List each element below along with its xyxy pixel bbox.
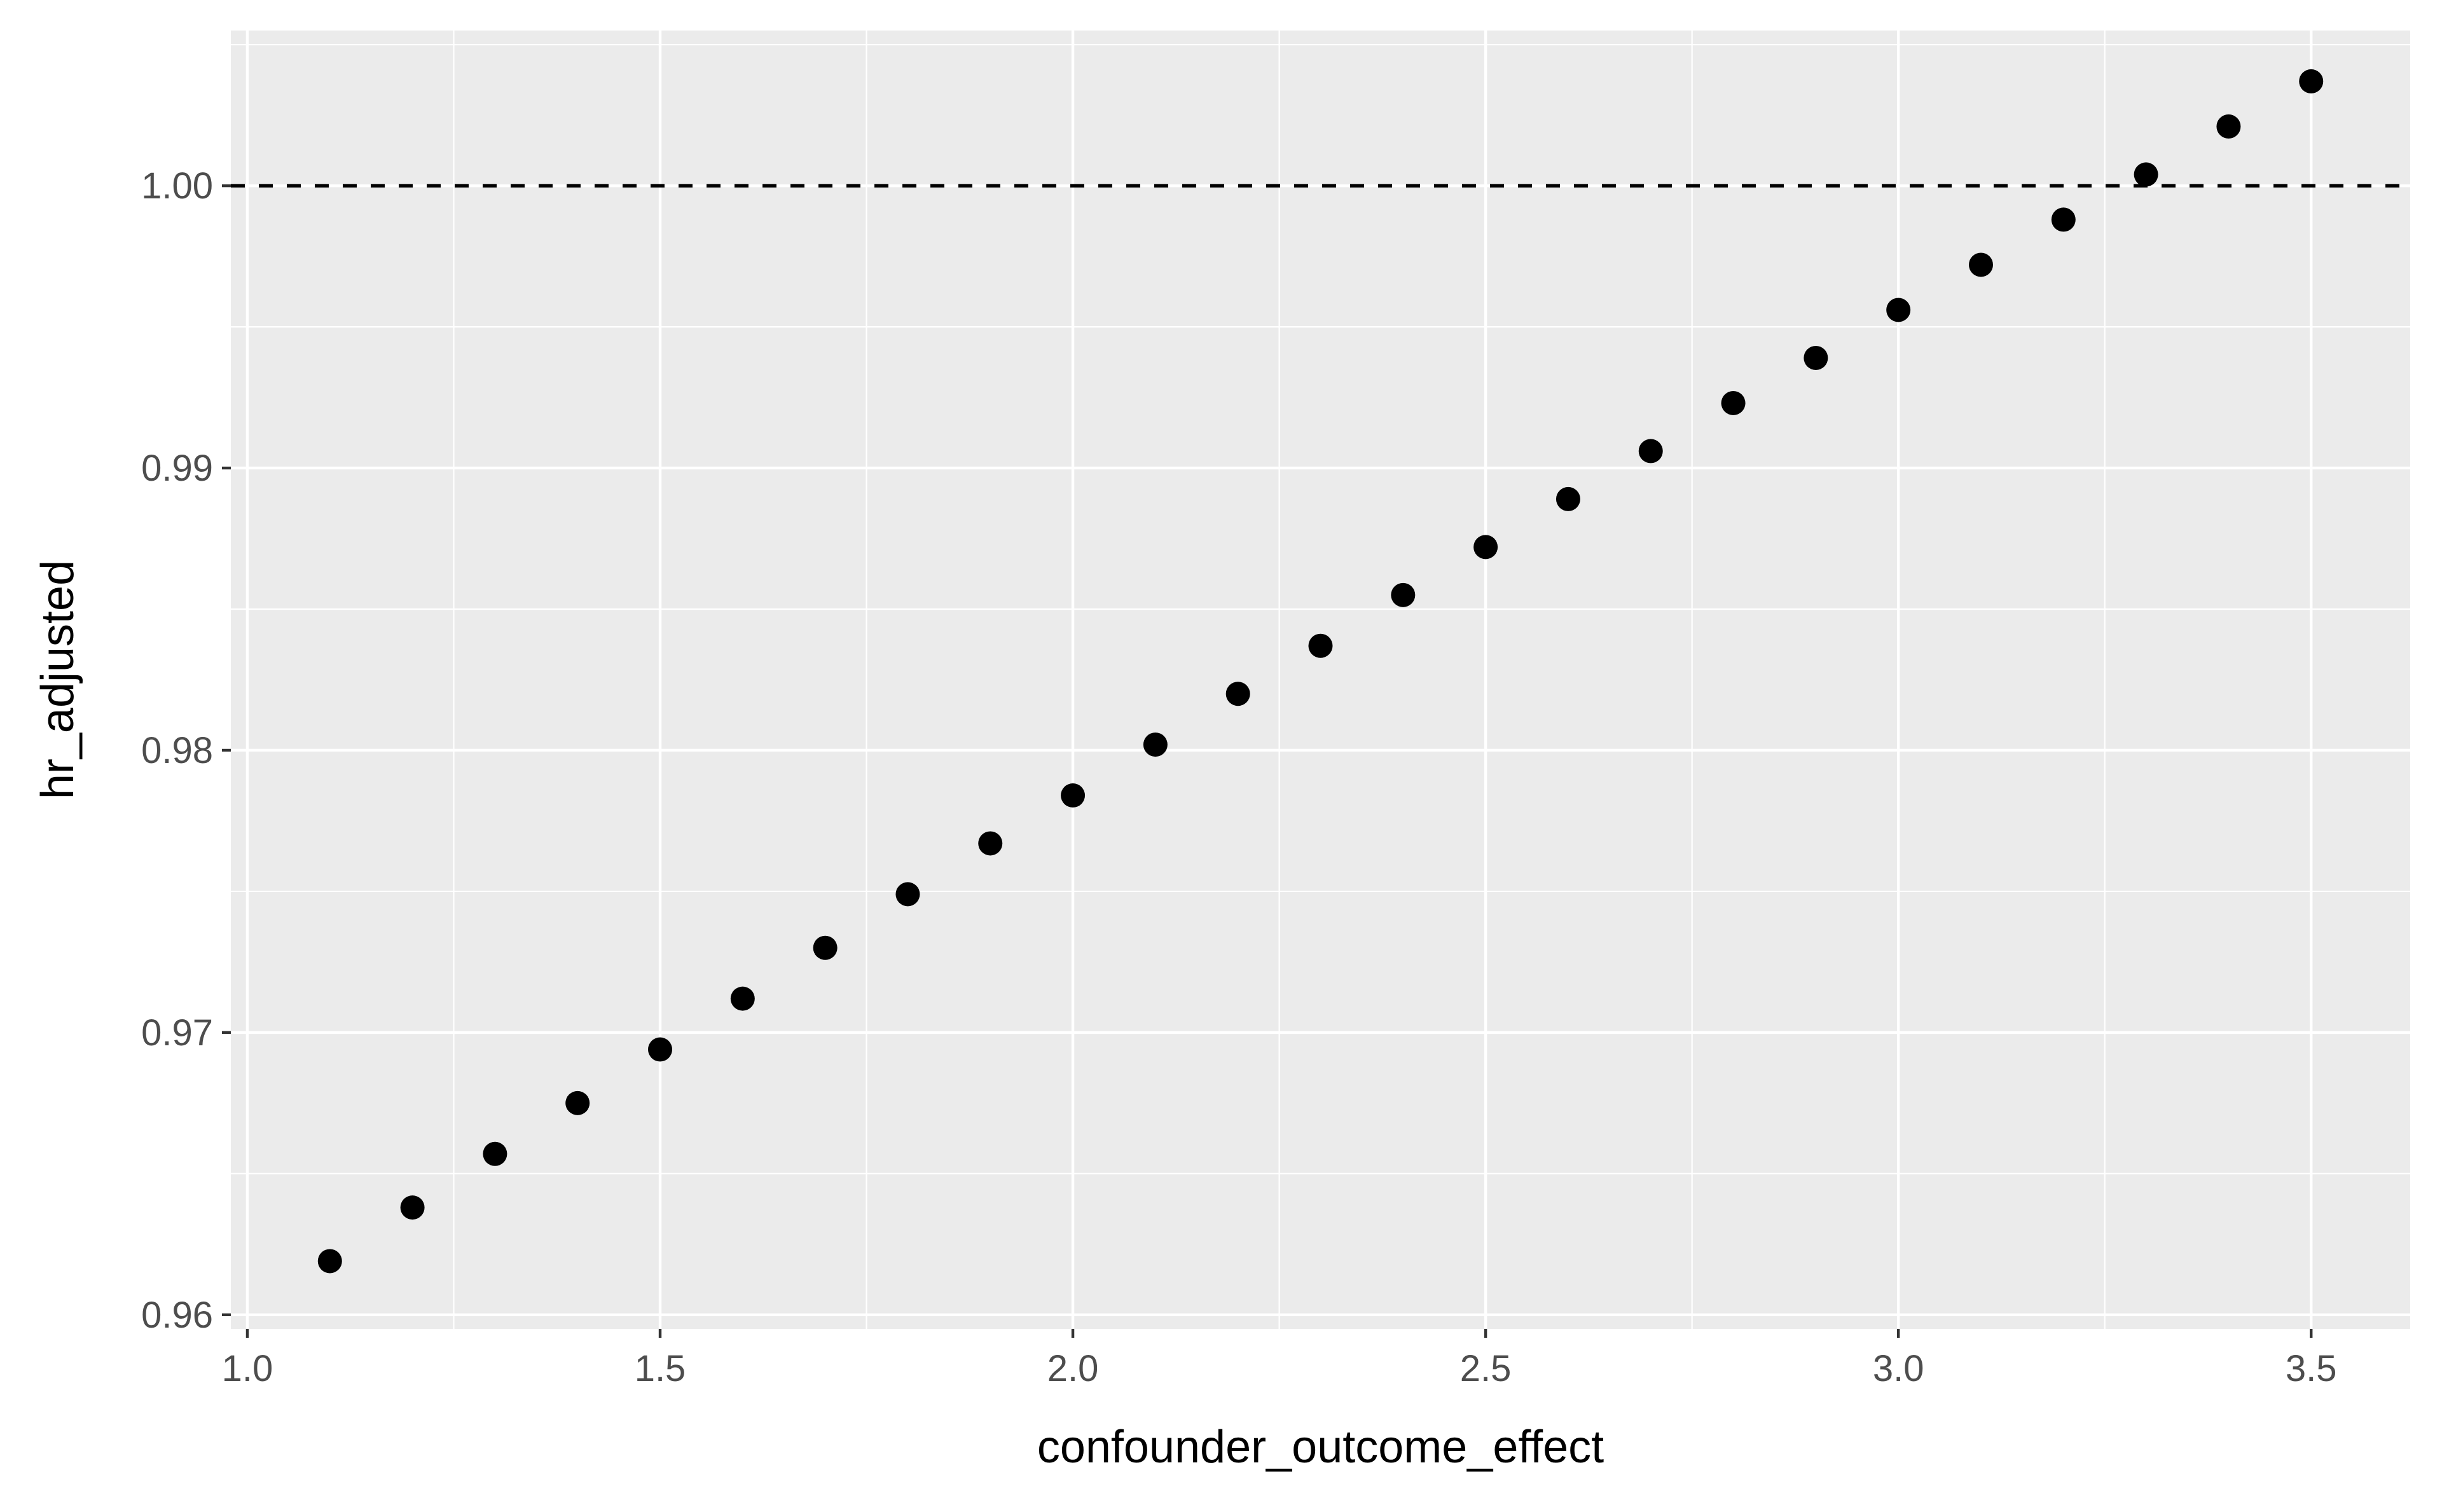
data-point bbox=[895, 882, 920, 907]
data-point bbox=[1225, 682, 1250, 706]
data-point bbox=[1638, 439, 1663, 464]
data-point bbox=[1061, 783, 1086, 808]
data-point bbox=[2216, 114, 2241, 139]
data-point bbox=[1721, 390, 1746, 415]
data-point bbox=[1556, 486, 1580, 511]
y-tick-label: 0.96 bbox=[141, 1295, 213, 1336]
data-point bbox=[1968, 252, 1993, 277]
data-point bbox=[2051, 207, 2076, 232]
major-gridlines bbox=[231, 31, 2410, 1329]
x-tick-label: 1.0 bbox=[222, 1348, 273, 1389]
data-point bbox=[1143, 732, 1168, 757]
x-tick-label: 2.0 bbox=[1047, 1348, 1099, 1389]
data-point bbox=[648, 1037, 673, 1062]
y-tick-label: 1.00 bbox=[141, 165, 213, 207]
y-axis-title: hr_adjusted bbox=[32, 560, 83, 799]
x-tick-label: 1.5 bbox=[635, 1348, 686, 1389]
plot-panel bbox=[231, 31, 2410, 1329]
x-axis-title: confounder_outcome_effect bbox=[1037, 1422, 1604, 1473]
data-point bbox=[483, 1141, 507, 1166]
y-tick-label: 0.98 bbox=[141, 730, 213, 771]
x-tick-label: 3.0 bbox=[1873, 1348, 1924, 1389]
data-point bbox=[813, 935, 838, 960]
data-point bbox=[2134, 162, 2158, 187]
data-point bbox=[2299, 69, 2324, 93]
data-point bbox=[1473, 535, 1498, 560]
y-tick-label: 0.97 bbox=[141, 1012, 213, 1054]
x-tick-label: 2.5 bbox=[1460, 1348, 1512, 1389]
data-point bbox=[1886, 298, 1911, 322]
y-axis-ticks: 0.96 0.97 0.98 0.99 1.00 bbox=[141, 165, 231, 1336]
data-point bbox=[565, 1090, 590, 1115]
data-point bbox=[317, 1249, 342, 1274]
data-point bbox=[1391, 582, 1416, 607]
minor-gridlines bbox=[231, 31, 2410, 1329]
y-tick-label: 0.99 bbox=[141, 448, 213, 489]
data-point bbox=[1308, 633, 1333, 658]
data-point bbox=[978, 831, 1003, 856]
data-point bbox=[730, 986, 755, 1011]
data-points bbox=[317, 69, 2324, 1274]
data-point bbox=[400, 1195, 425, 1220]
data-point bbox=[1804, 345, 1828, 370]
x-axis-ticks: 1.0 1.5 2.0 2.5 3.0 3.5 bbox=[222, 1329, 2337, 1389]
x-tick-label: 3.5 bbox=[2286, 1348, 2337, 1389]
